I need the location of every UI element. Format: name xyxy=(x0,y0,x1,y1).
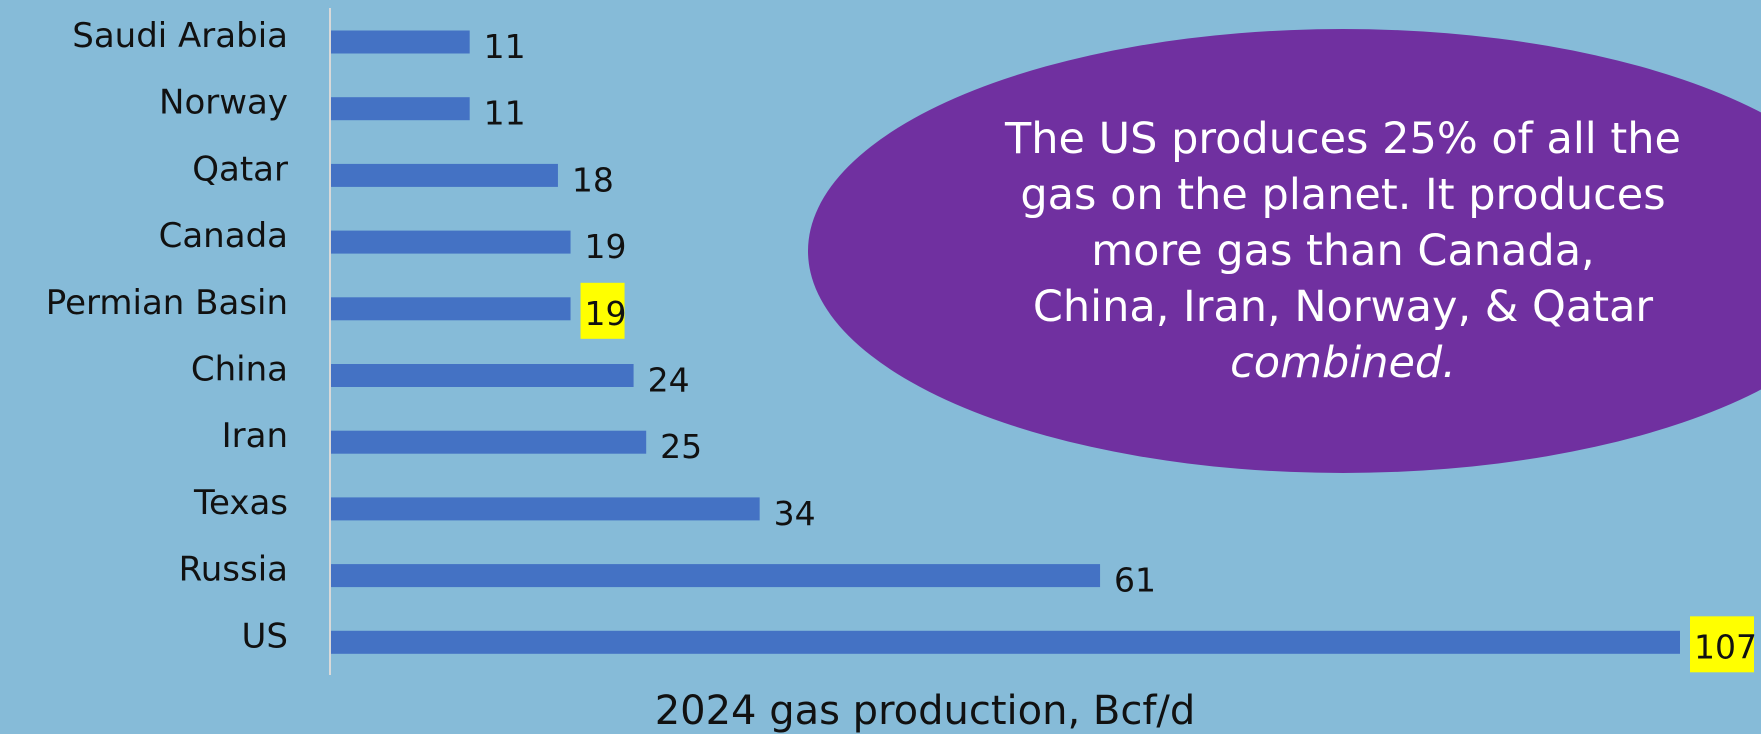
value-label-russia: 61 xyxy=(1114,561,1156,600)
bar-us xyxy=(331,630,1680,654)
value-highlight-permian-basin xyxy=(580,282,625,339)
value-label-texas: 34 xyxy=(774,494,816,533)
callout-line-2: gas on the planet. It produces xyxy=(1020,170,1665,220)
bar-canada xyxy=(331,230,571,254)
bar-norway xyxy=(331,97,470,121)
value-label-permian-basin: 19 xyxy=(585,294,627,333)
value-label-norway: 11 xyxy=(484,94,526,133)
callout-line-5: combined. xyxy=(1230,338,1456,388)
category-label-iran: Iran xyxy=(222,416,288,456)
value-label-iran: 25 xyxy=(660,427,702,466)
category-label-russia: Russia xyxy=(179,550,288,590)
callout-ellipse xyxy=(808,29,1761,473)
category-label-saudi-arabia: Saudi Arabia xyxy=(72,16,288,56)
callout-line-3: more gas than Canada, xyxy=(1091,226,1594,276)
callout-line-1: The US produces 25% of all the xyxy=(1004,114,1681,164)
x-axis-title: 2024 gas production, Bcf/d xyxy=(655,688,1196,734)
bar-russia xyxy=(331,564,1101,588)
category-label-qatar: Qatar xyxy=(192,149,288,189)
bar-qatar xyxy=(331,163,558,187)
bar-texas xyxy=(331,497,760,521)
bar-china xyxy=(331,364,634,387)
bar-permian-basin xyxy=(331,297,571,321)
value-label-us: 107 xyxy=(1694,627,1757,666)
category-label-permian-basin: Permian Basin xyxy=(46,283,288,323)
category-label-canada: Canada xyxy=(159,216,288,256)
labels-layer: Saudi Arabia 11 Norway 11 Qatar 18 Canada 19 Per… xyxy=(46,16,1757,673)
value-label-saudi-arabia: 11 xyxy=(484,27,526,66)
value-label-qatar: 18 xyxy=(572,160,614,199)
category-label-texas: Texas xyxy=(193,483,288,523)
value-label-canada: 19 xyxy=(585,227,627,266)
callout-line-4: China, Iran, Norway, & Qatar xyxy=(1033,282,1654,332)
bars-layer xyxy=(331,30,1680,654)
bar-iran xyxy=(331,430,647,454)
category-label-china: China xyxy=(191,350,288,390)
bar-saudi-arabia xyxy=(331,30,470,54)
value-label-china: 24 xyxy=(648,361,690,400)
category-label-us: US xyxy=(242,616,288,656)
value-highlight-us xyxy=(1690,616,1754,673)
category-label-norway: Norway xyxy=(159,83,288,123)
